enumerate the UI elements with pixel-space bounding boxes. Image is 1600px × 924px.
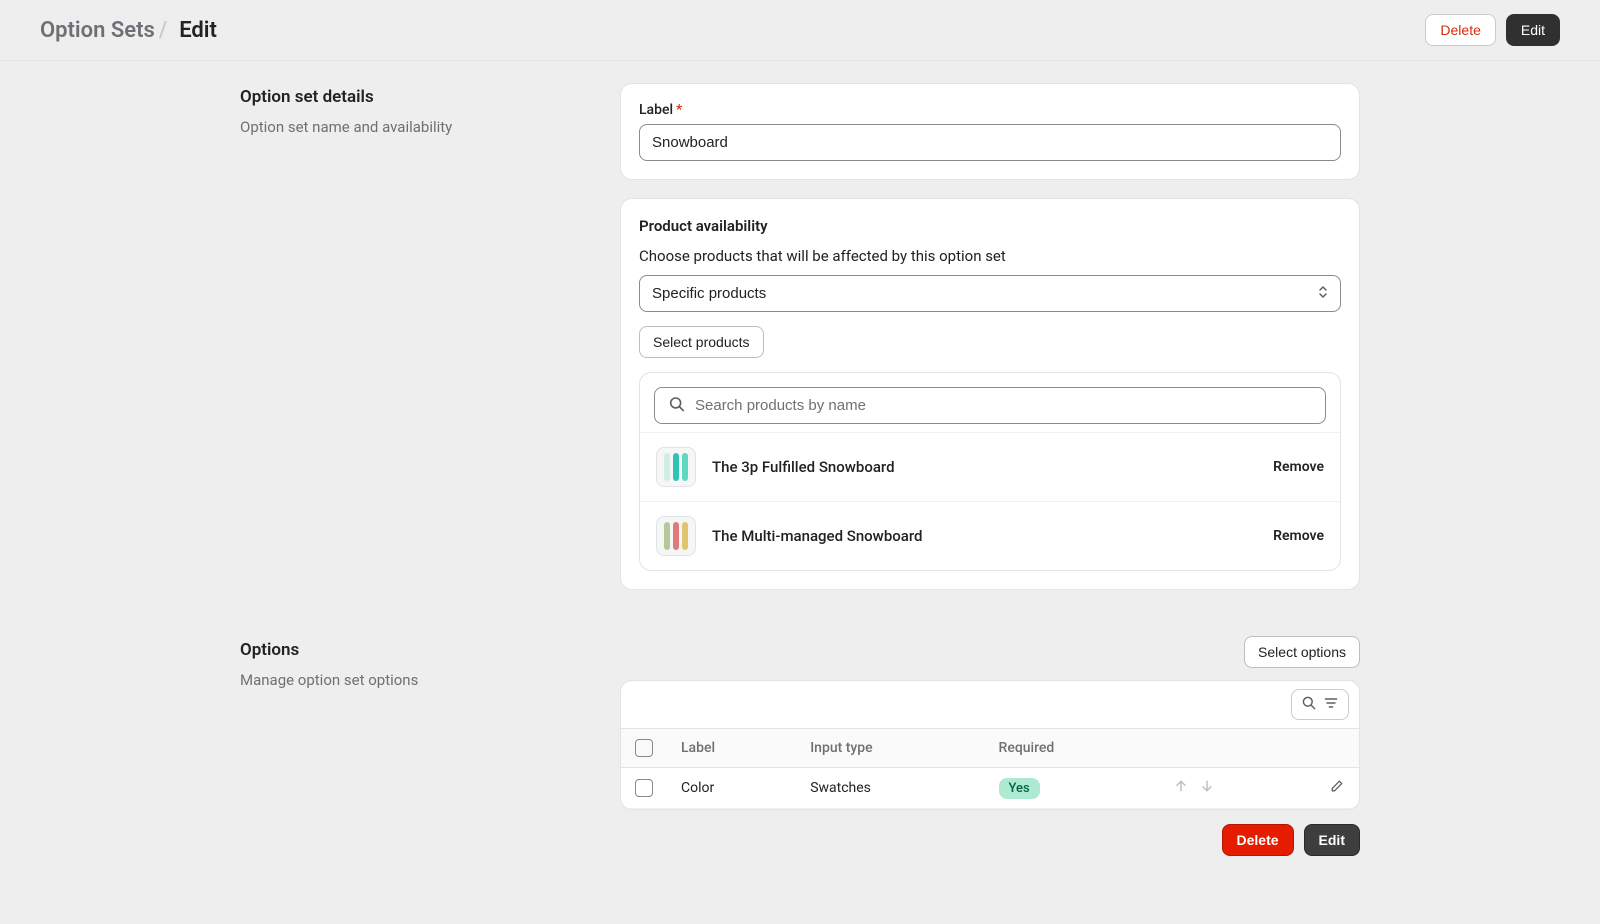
table-search-filter-button[interactable] bbox=[1291, 689, 1349, 720]
footer-edit-button[interactable]: Edit bbox=[1304, 824, 1360, 856]
row-edit-action bbox=[1293, 778, 1345, 798]
breadcrumb-root[interactable]: Option Sets bbox=[40, 18, 155, 43]
edit-icon[interactable] bbox=[1329, 778, 1345, 798]
product-list-box: The 3p Fulfilled Snowboard Remove The Mu… bbox=[639, 372, 1341, 571]
details-description: Option set name and availability bbox=[240, 117, 600, 138]
select-products-button[interactable]: Select products bbox=[639, 326, 764, 358]
product-name: The 3p Fulfilled Snowboard bbox=[712, 458, 1273, 476]
remove-product-button[interactable]: Remove bbox=[1273, 528, 1324, 544]
product-thumbnail bbox=[656, 447, 696, 487]
search-icon bbox=[668, 395, 686, 417]
filter-icon bbox=[1323, 695, 1339, 714]
required-badge: Yes bbox=[999, 778, 1040, 799]
row-move-actions bbox=[1173, 778, 1265, 798]
availability-title: Product availability bbox=[639, 217, 1341, 235]
row-label: Color bbox=[667, 768, 796, 809]
breadcrumb-current: Edit bbox=[179, 18, 217, 43]
required-asterisk: * bbox=[676, 102, 682, 118]
options-section: Options Manage option set options Select… bbox=[240, 636, 1360, 856]
search-icon bbox=[1301, 695, 1317, 714]
label-card: Label* bbox=[620, 83, 1360, 180]
details-title: Option set details bbox=[240, 87, 600, 107]
header-delete-button[interactable]: Delete bbox=[1425, 14, 1495, 46]
footer-actions: Delete Edit bbox=[620, 824, 1360, 856]
product-name: The Multi-managed Snowboard bbox=[712, 527, 1273, 545]
options-description: Manage option set options bbox=[240, 670, 600, 691]
column-input-type: Input type bbox=[796, 729, 984, 768]
row-input-type: Swatches bbox=[796, 768, 984, 809]
product-search-input[interactable] bbox=[654, 387, 1326, 424]
table-row: Color Swatches Yes bbox=[621, 768, 1359, 809]
options-table-card: Label Input type Required Color Swatches bbox=[620, 680, 1360, 810]
page-header: Option Sets / Edit Delete Edit bbox=[0, 0, 1600, 61]
availability-select[interactable]: Specific products bbox=[639, 275, 1341, 312]
footer-delete-button[interactable]: Delete bbox=[1222, 824, 1294, 856]
options-header: Select options bbox=[620, 636, 1360, 680]
row-checkbox[interactable] bbox=[635, 779, 653, 797]
product-thumbnail bbox=[656, 516, 696, 556]
table-toolbar bbox=[621, 681, 1359, 728]
header-edit-button[interactable]: Edit bbox=[1506, 14, 1560, 46]
availability-card: Product availability Choose products tha… bbox=[620, 198, 1360, 590]
product-row: The 3p Fulfilled Snowboard Remove bbox=[640, 432, 1340, 501]
select-all-checkbox[interactable] bbox=[635, 739, 653, 757]
label-input[interactable] bbox=[639, 124, 1341, 161]
label-field-text: Label bbox=[639, 102, 673, 118]
breadcrumb-separator: / bbox=[159, 18, 167, 43]
breadcrumb: Option Sets / Edit bbox=[40, 18, 217, 43]
select-options-button[interactable]: Select options bbox=[1244, 636, 1360, 668]
availability-select-wrap: Specific products bbox=[639, 275, 1341, 312]
column-label: Label bbox=[667, 729, 796, 768]
details-section: Option set details Option set name and a… bbox=[240, 83, 1360, 608]
options-table: Label Input type Required Color Swatches bbox=[621, 728, 1359, 809]
main-content: Option set details Option set name and a… bbox=[240, 61, 1360, 924]
header-actions: Delete Edit bbox=[1425, 14, 1560, 46]
move-up-icon[interactable] bbox=[1173, 778, 1189, 798]
remove-product-button[interactable]: Remove bbox=[1273, 459, 1324, 475]
availability-help: Choose products that will be affected by… bbox=[639, 247, 1341, 265]
move-down-icon[interactable] bbox=[1199, 778, 1215, 798]
column-required: Required bbox=[985, 729, 1159, 768]
options-title: Options bbox=[240, 640, 600, 660]
label-field-label: Label* bbox=[639, 102, 1341, 118]
product-row: The Multi-managed Snowboard Remove bbox=[640, 501, 1340, 570]
